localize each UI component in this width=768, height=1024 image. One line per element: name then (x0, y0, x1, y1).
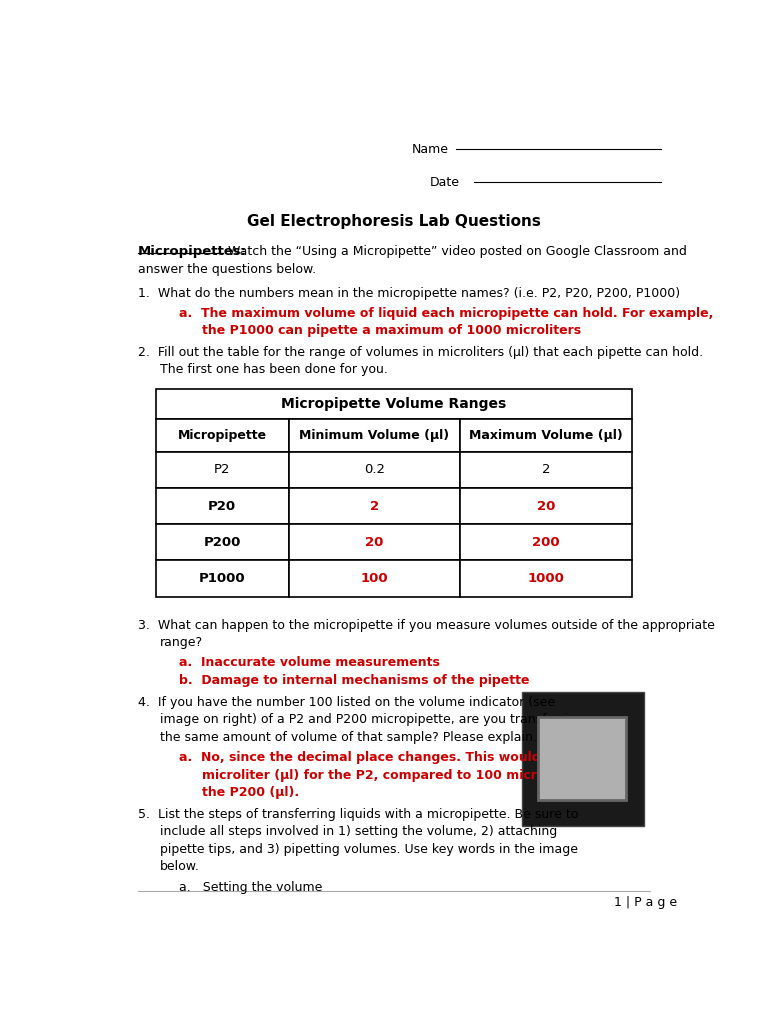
Text: 2: 2 (541, 463, 550, 476)
Text: 1 | P a g e: 1 | P a g e (614, 896, 677, 909)
Text: 20: 20 (537, 500, 555, 513)
Text: Name: Name (412, 142, 449, 156)
Bar (289, 524, 460, 560)
Text: P20: P20 (208, 500, 237, 513)
Text: P200: P200 (204, 536, 241, 549)
Text: image on right) of a P2 and P200 micropipette, are you transferring: image on right) of a P2 and P200 micropi… (160, 714, 584, 726)
Text: P1000: P1000 (199, 572, 246, 585)
Bar (289, 419, 460, 452)
Text: 2: 2 (370, 500, 379, 513)
Text: 1.  What do the numbers mean in the micropipette names? (i.e. P2, P20, P200, P10: 1. What do the numbers mean in the micro… (137, 287, 680, 300)
Bar (460, 560, 631, 597)
Bar (538, 718, 627, 800)
Text: below.: below. (160, 860, 200, 873)
Text: 1000: 1000 (528, 572, 564, 585)
Text: Micropipette: Micropipette (177, 429, 266, 441)
Text: the P200 (μl).: the P200 (μl). (202, 786, 299, 799)
Text: 3.  What can happen to the micropipette if you measure volumes outside of the ap: 3. What can happen to the micropipette i… (137, 618, 714, 632)
Bar (155, 524, 289, 560)
Bar (460, 524, 631, 560)
Text: 5.  List the steps of transferring liquids with a micropipette. Be sure to: 5. List the steps of transferring liquid… (137, 808, 578, 821)
Text: 4.  If you have the number 100 listed on the volume indicator (see: 4. If you have the number 100 listed on … (137, 696, 554, 709)
Text: b.  Damage to internal mechanisms of the pipette: b. Damage to internal mechanisms of the … (180, 674, 530, 687)
Text: P2: P2 (214, 463, 230, 476)
Bar (155, 452, 289, 488)
Text: 20: 20 (366, 536, 384, 549)
Text: a.   Setting the volume: a. Setting the volume (180, 881, 323, 894)
Bar (155, 419, 289, 452)
Text: Maximum Volume (μl): Maximum Volume (μl) (469, 429, 623, 441)
Text: 1: 1 (577, 723, 588, 741)
Text: answer the questions below.: answer the questions below. (137, 263, 316, 276)
Text: 0.2: 0.2 (364, 463, 385, 476)
Text: the same amount of volume of that sample? Please explain.: the same amount of volume of that sample… (160, 731, 537, 743)
Text: The first one has been done for you.: The first one has been done for you. (160, 364, 388, 377)
Text: 0: 0 (577, 750, 588, 768)
Bar (460, 452, 631, 488)
Bar (289, 560, 460, 597)
Text: Micropipettes:: Micropipettes: (137, 245, 247, 258)
Bar (460, 419, 631, 452)
Text: Minimum Volume (μl): Minimum Volume (μl) (300, 429, 449, 441)
Bar (460, 488, 631, 524)
Text: a.  Inaccurate volume measurements: a. Inaccurate volume measurements (180, 656, 440, 669)
Text: microliter (μl) for the P2, compared to 100 microliters of: microliter (μl) for the P2, compared to … (202, 769, 600, 781)
Bar (155, 488, 289, 524)
Text: Gel Electrophoresis Lab Questions: Gel Electrophoresis Lab Questions (247, 214, 541, 228)
Text: the P1000 can pipette a maximum of 1000 microliters: the P1000 can pipette a maximum of 1000 … (202, 324, 581, 337)
Bar (289, 452, 460, 488)
Bar (155, 388, 631, 419)
Text: a.  No, since the decimal place changes. This would be 1: a. No, since the decimal place changes. … (180, 752, 576, 764)
Text: Date: Date (429, 176, 459, 188)
Text: 200: 200 (532, 536, 560, 549)
Text: include all steps involved in 1) setting the volume, 2) attaching: include all steps involved in 1) setting… (160, 825, 557, 839)
Text: Micropipette Volume Ranges: Micropipette Volume Ranges (281, 396, 506, 411)
Text: 100: 100 (361, 572, 389, 585)
Text: range?: range? (160, 636, 203, 649)
Bar (155, 560, 289, 597)
Bar (289, 488, 460, 524)
Text: 2.  Fill out the table for the range of volumes in microliters (μl) that each pi: 2. Fill out the table for the range of v… (137, 346, 703, 359)
Bar (521, 692, 644, 826)
Text: Watch the “Using a Micropipette” video posted on Google Classroom and: Watch the “Using a Micropipette” video p… (224, 245, 687, 258)
Text: 0: 0 (577, 776, 588, 795)
Text: a.  The maximum volume of liquid each micropipette can hold. For example,: a. The maximum volume of liquid each mic… (180, 306, 713, 319)
Text: pipette tips, and 3) pipetting volumes. Use key words in the image: pipette tips, and 3) pipetting volumes. … (160, 843, 578, 856)
